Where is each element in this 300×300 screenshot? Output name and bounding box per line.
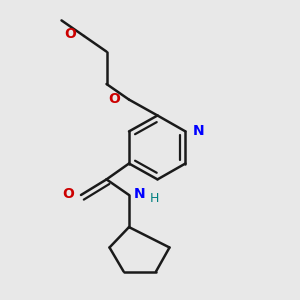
Text: O: O bbox=[62, 187, 74, 200]
Text: O: O bbox=[109, 92, 121, 106]
Text: H: H bbox=[149, 191, 159, 205]
Text: O: O bbox=[64, 28, 76, 41]
Text: N: N bbox=[193, 124, 205, 138]
Text: N: N bbox=[134, 187, 145, 200]
